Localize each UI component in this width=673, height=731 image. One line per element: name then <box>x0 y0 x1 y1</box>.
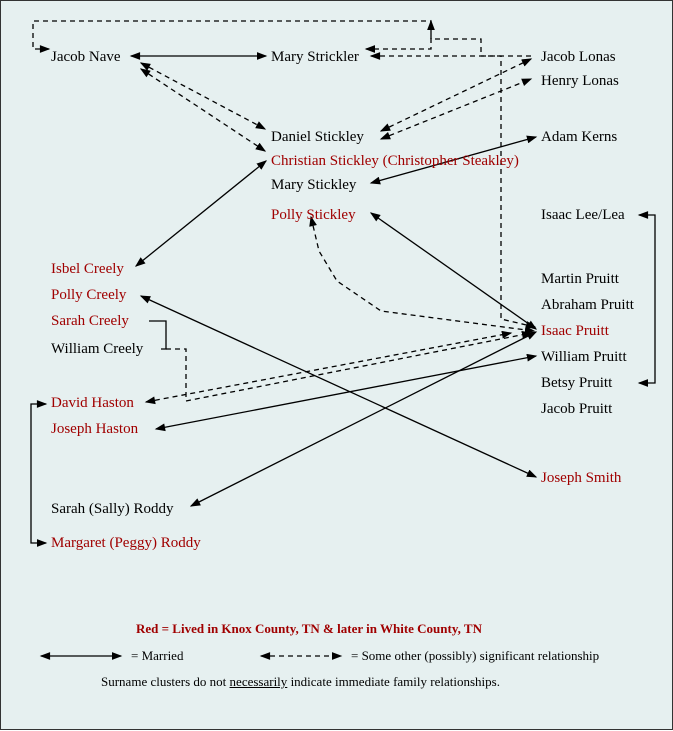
person-joseph_smith: Joseph Smith <box>541 470 621 487</box>
person-jacob_lonas: Jacob Lonas <box>541 49 616 66</box>
person-sarah_creely: Sarah Creely <box>51 313 129 330</box>
person-william_creely: William Creely <box>51 341 143 358</box>
person-mary_strickler: Mary Strickler <box>271 49 359 66</box>
person-abraham_pruitt: Abraham Pruitt <box>541 297 634 314</box>
person-martin_pruitt: Martin Pruitt <box>541 271 619 288</box>
person-betsy_pruitt: Betsy Pruitt <box>541 375 612 392</box>
person-margaret_roddy: Margaret (Peggy) Roddy <box>51 535 201 552</box>
person-polly_creely: Polly Creely <box>51 287 126 304</box>
person-isaac_pruitt: Isaac Pruitt <box>541 323 609 340</box>
legend-title: Red = Lived in Knox County, TN & later i… <box>136 621 482 637</box>
person-david_haston: David Haston <box>51 395 134 412</box>
person-william_pruitt: William Pruitt <box>541 349 627 366</box>
person-polly_stickley: Polly Stickley <box>271 207 356 224</box>
relationship-diagram: Jacob Nave Mary Strickler Jacob Lonas Henry… <box>0 0 673 730</box>
person-isaac_lee: Isaac Lee/Lea <box>541 207 625 224</box>
person-sarah_roddy: Sarah (Sally) Roddy <box>51 501 173 518</box>
legend-married: = Married <box>131 648 183 664</box>
person-daniel_stickley: Daniel Stickley <box>271 129 364 146</box>
legend-note: Surname clusters do not necessarily indi… <box>101 674 500 690</box>
person-adam_kerns: Adam Kerns <box>541 129 617 146</box>
person-isbel_creely: Isbel Creely <box>51 261 124 278</box>
person-joseph_haston: Joseph Haston <box>51 421 138 438</box>
legend-other: = Some other (possibly) significant rela… <box>351 648 599 664</box>
person-henry_lonas: Henry Lonas <box>541 73 619 90</box>
person-mary_stickley: Mary Stickley <box>271 177 356 194</box>
person-christian_stickley: Christian Stickley (Christopher Steakley… <box>271 153 519 170</box>
person-jacob_nave: Jacob Nave <box>51 49 121 66</box>
person-jacob_pruitt: Jacob Pruitt <box>541 401 612 418</box>
